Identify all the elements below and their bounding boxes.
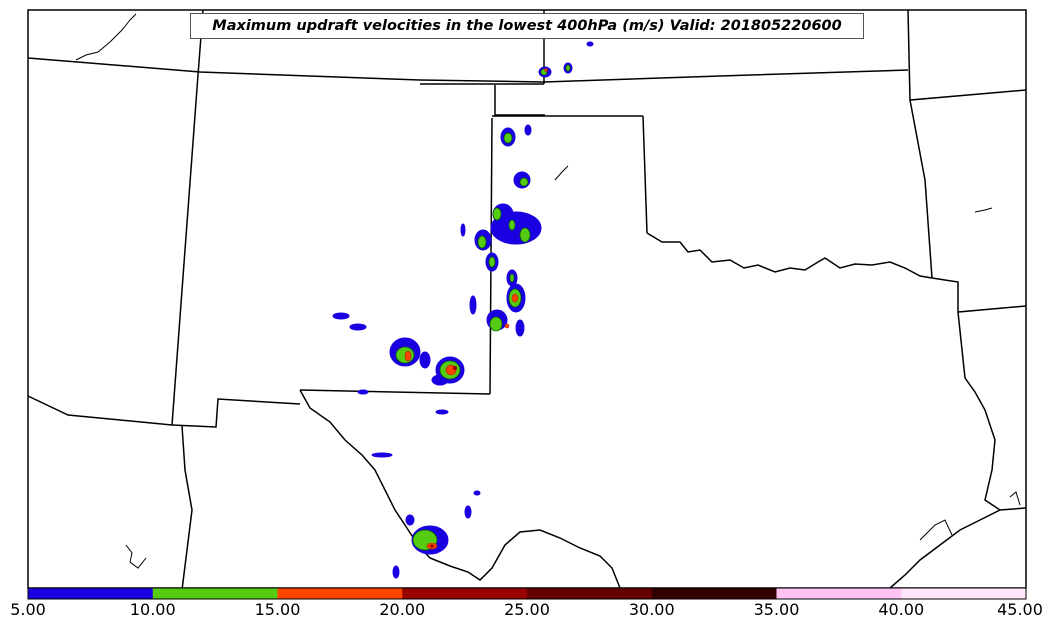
- state-boundaries: [27, 9, 1027, 591]
- colorbar-tick-label: 10.00: [129, 600, 176, 619]
- colorbar-segment: [651, 588, 777, 599]
- colorbar-segment: [527, 588, 653, 599]
- colorbar-border: [27, 587, 1027, 600]
- colorbar: [28, 588, 1027, 599]
- map-title: Maximum updraft velocities in the lowest…: [190, 13, 864, 39]
- colorbar-segment: [402, 588, 528, 599]
- colorbar-tick-label: 40.00: [878, 600, 925, 619]
- colorbar-tick-label: 20.00: [379, 600, 426, 619]
- colorbar-tick-label: 5.00: [10, 600, 46, 619]
- colorbar-segment: [776, 588, 902, 599]
- coastlines: [75, 13, 1021, 569]
- colorbar-segment: [277, 588, 403, 599]
- colorbar-segment: [152, 588, 278, 599]
- colorbar-tick-label: 35.00: [753, 600, 800, 619]
- colorbar-segment: [28, 588, 154, 599]
- contour-15-20: [404, 68, 548, 550]
- contour-20-25: [430, 366, 457, 548]
- map-area: [28, 10, 1026, 588]
- colorbar-tick-label: 25.00: [504, 600, 550, 619]
- colorbar-tick-label: 30.00: [628, 600, 675, 619]
- colorbar-tick-label: 15.00: [254, 600, 301, 619]
- updraft-contours: [332, 41, 594, 579]
- colorbar-tick-label: 45.00: [997, 600, 1043, 619]
- colorbar-segment: [901, 588, 1027, 599]
